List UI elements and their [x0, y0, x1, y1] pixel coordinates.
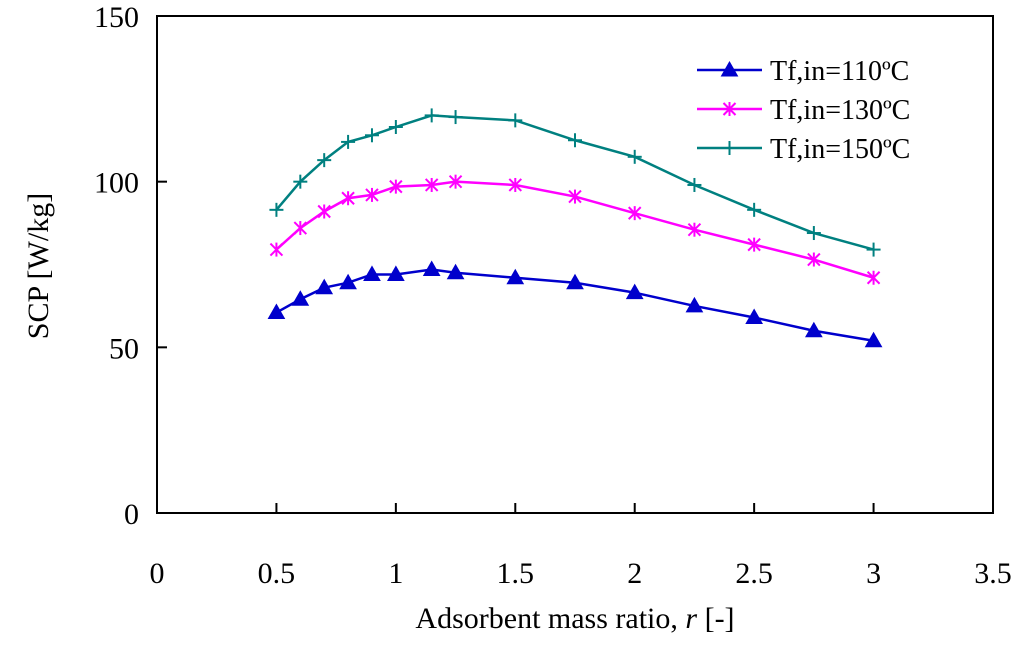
x-tick-label: 3	[866, 557, 881, 590]
data-point	[866, 270, 881, 285]
legend-label: Tf,in=150ºC	[770, 134, 910, 165]
x-axis-title-text: Adsorbent mass ratio,	[415, 602, 685, 635]
legend-label: Tf,in=110ºC	[770, 56, 909, 87]
data-point	[388, 119, 403, 134]
legend-marker	[720, 60, 739, 77]
data-point	[508, 177, 522, 192]
data-point	[365, 187, 379, 202]
y-axis-title: SCP [W/kg]	[22, 193, 55, 339]
x-tick-label: 1	[388, 557, 403, 590]
data-point	[687, 222, 702, 237]
series-2	[269, 174, 881, 285]
x-tick-label: 3.5	[974, 557, 1012, 590]
x-axis-title-variable: r	[685, 602, 697, 635]
x-tick-label: 0.5	[258, 557, 296, 590]
data-point	[866, 242, 881, 257]
y-tick-label: 0	[124, 498, 139, 531]
data-point	[386, 265, 405, 281]
data-point	[341, 191, 355, 206]
data-point	[747, 237, 761, 252]
data-point	[806, 226, 821, 241]
data-point	[685, 296, 704, 313]
data-point	[508, 113, 523, 128]
x-tick-label: 1.5	[497, 557, 535, 590]
data-point	[568, 133, 582, 148]
data-point	[339, 273, 357, 290]
data-point	[568, 189, 582, 204]
legend-item: Tf,in=130ºC	[697, 95, 910, 126]
data-point	[341, 134, 356, 149]
data-point	[291, 290, 310, 306]
legend-label: Tf,in=130ºC	[770, 95, 910, 126]
data-point	[566, 273, 584, 290]
x-tick-label: 0	[150, 557, 165, 590]
data-point	[317, 153, 332, 168]
data-point	[446, 263, 465, 280]
data-point	[317, 204, 331, 219]
data-point	[422, 260, 441, 276]
plot-frame	[156, 15, 994, 514]
series-3	[269, 108, 881, 257]
x-axis-title: Adsorbent mass ratio, r [-]	[415, 602, 734, 635]
data-point	[747, 202, 762, 217]
y-tick-label: 150	[94, 1, 139, 34]
legend-marker	[722, 102, 737, 116]
data-point	[315, 278, 334, 295]
data-point	[864, 331, 883, 348]
data-point	[364, 128, 379, 143]
data-point	[448, 174, 463, 189]
data-point	[267, 303, 286, 320]
data-point	[269, 242, 284, 257]
data-point	[293, 221, 308, 236]
data-point	[628, 206, 642, 221]
data-point	[424, 108, 439, 123]
legend-item: Tf,in=150ºC	[697, 134, 910, 165]
legend: Tf,in=110ºC Tf,in=130ºC Tf,in=150ºC	[697, 56, 910, 165]
legend-marker	[722, 141, 737, 155]
data-point	[269, 202, 284, 217]
x-tick-label: 2.5	[735, 557, 773, 590]
series-1	[267, 260, 883, 348]
data-point	[363, 265, 381, 281]
y-tick-label: 100	[94, 167, 139, 200]
series-layer	[267, 108, 883, 348]
data-point	[745, 308, 764, 325]
data-point	[627, 149, 642, 164]
axes: 0 0.5 1 1.5 2 2.5 3 3.5 0 50 100 150	[94, 1, 1012, 590]
x-axis-title-unit: [-]	[697, 602, 734, 635]
x-tick-label: 2	[627, 557, 642, 590]
data-point	[389, 179, 403, 194]
data-point	[424, 177, 439, 192]
data-point	[506, 268, 525, 285]
legend-item: Tf,in=110ºC	[697, 56, 909, 87]
data-point	[448, 110, 463, 125]
data-point	[687, 177, 702, 192]
data-point	[293, 174, 308, 189]
y-tick-label: 50	[109, 332, 139, 365]
data-point	[807, 252, 821, 267]
data-point	[804, 321, 823, 338]
data-point	[625, 283, 644, 300]
